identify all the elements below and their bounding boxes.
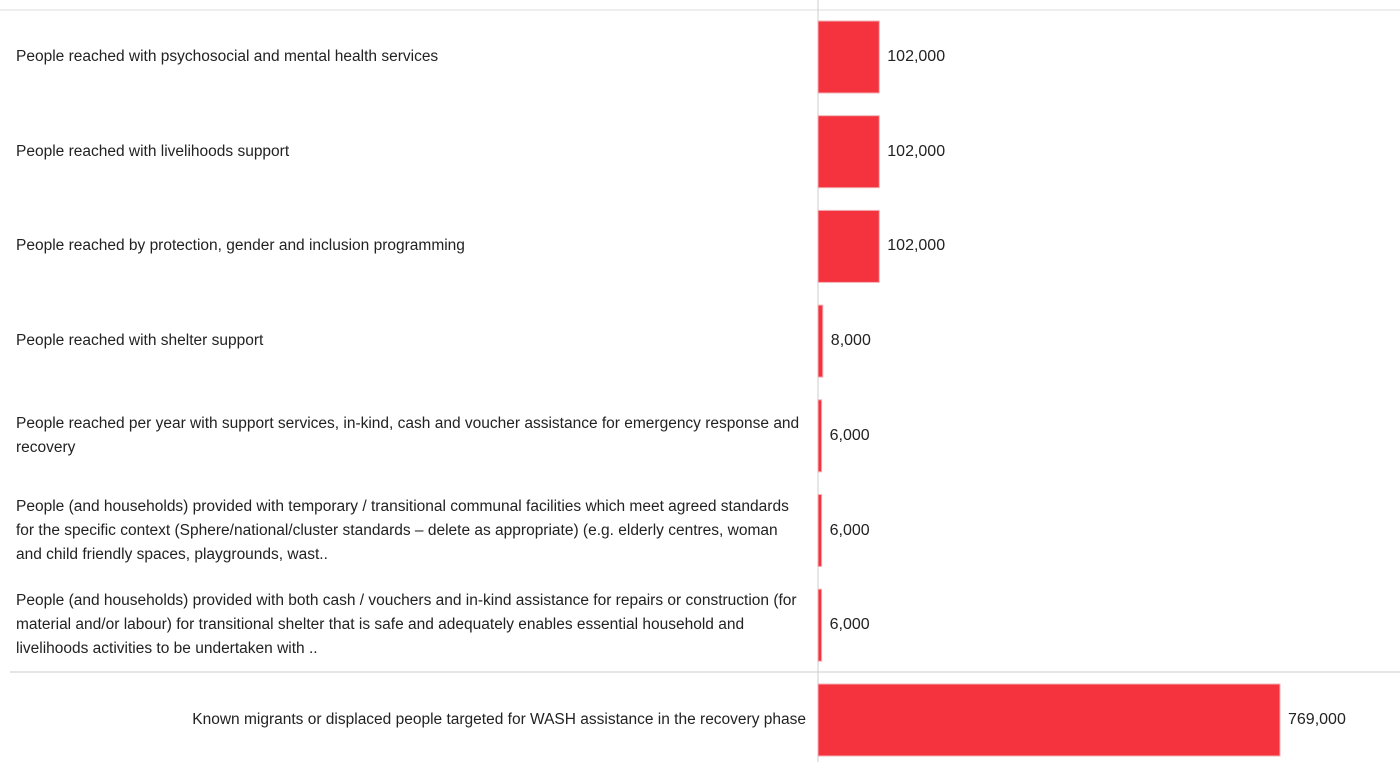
- bar: [817, 399, 823, 473]
- category-label: People (and households) provided with bo…: [16, 592, 797, 658]
- category-label: People reached with psychosocial and men…: [16, 48, 439, 65]
- value-label: 102,000: [887, 237, 946, 255]
- bar: [817, 304, 824, 378]
- value-label: 6,000: [829, 521, 870, 539]
- category-label: People reached with livelihoods support: [16, 142, 290, 160]
- value-label: 769,000: [1288, 711, 1346, 728]
- value-label: 102,000: [887, 142, 946, 160]
- value-label: 6,000: [829, 616, 870, 634]
- category-label: People (and households) provided with te…: [16, 497, 789, 563]
- category-label: People reached by protection, gender and…: [16, 237, 465, 255]
- category-label: Known migrants or displaced people targe…: [192, 711, 806, 728]
- bar: [817, 588, 823, 662]
- value-label: 6,000: [829, 426, 870, 444]
- value-label: 8,000: [830, 332, 871, 350]
- bar: [817, 683, 1281, 757]
- bar: [817, 20, 880, 94]
- category-label: People reached with shelter support: [16, 332, 264, 350]
- bar: [817, 494, 823, 567]
- category-label: People reached per year with support ser…: [16, 414, 800, 456]
- bar: [817, 209, 880, 283]
- value-label: 102,000: [887, 48, 946, 65]
- bar: [817, 115, 880, 189]
